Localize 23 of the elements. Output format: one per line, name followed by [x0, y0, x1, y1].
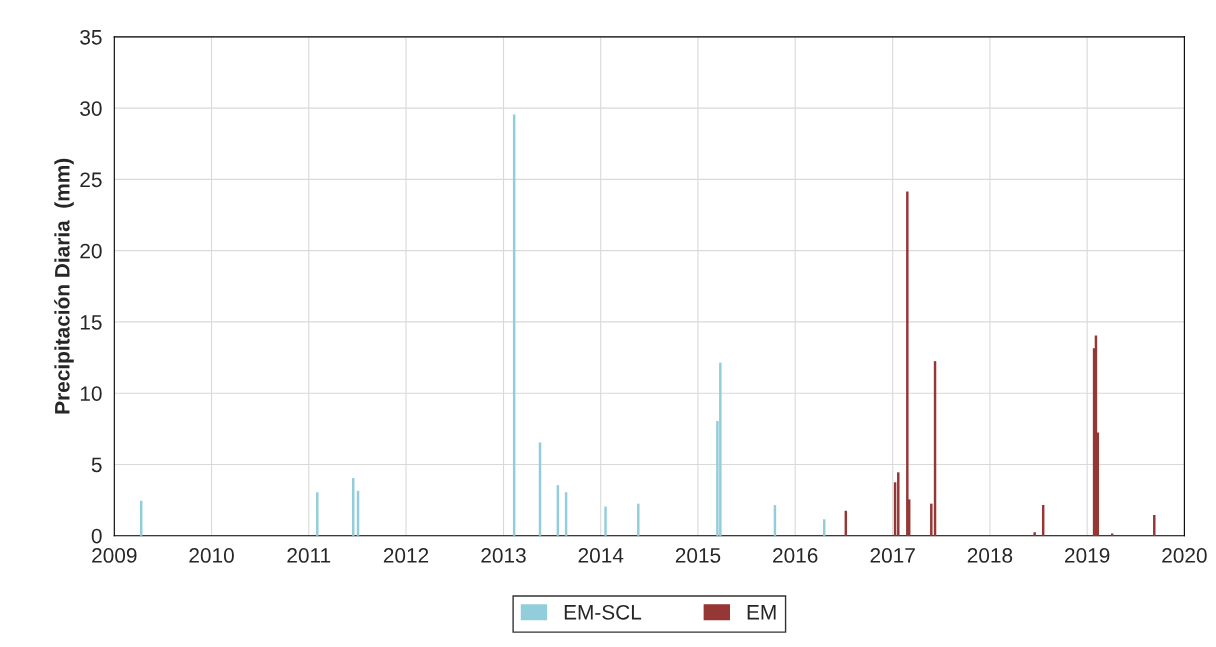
y-tick-label: 25 — [80, 172, 102, 188]
y-tick-label: 30 — [80, 101, 102, 116]
x-tick-label: 2011 — [287, 548, 331, 563]
x-tick-label: 2020 — [1162, 548, 1207, 563]
legend-label: EM-SCL — [564, 604, 642, 620]
y-tick-label: 5 — [91, 457, 102, 473]
y-tick-label: 0 — [91, 528, 102, 544]
x-tick-label: 2016 — [773, 548, 818, 563]
x-tick-label: 2010 — [189, 548, 234, 563]
y-tick-label: 35 — [80, 29, 102, 45]
y-tick-label: 10 — [80, 386, 102, 401]
x-tick-label: 2015 — [675, 548, 721, 563]
x-tick-label: 2012 — [383, 548, 429, 563]
y-tick-label: 15 — [80, 315, 102, 330]
x-tick-label: 2019 — [1065, 548, 1110, 563]
x-tick-label: 2009 — [92, 548, 137, 563]
legend-label: EM — [747, 605, 776, 620]
y-tick-label: 20 — [80, 243, 102, 259]
x-tick-label: 2014 — [578, 548, 624, 563]
x-tick-label: 2018 — [967, 548, 1013, 563]
x-tick-label: 2013 — [481, 548, 526, 563]
y-axis-title: Precipitación Diaria (mm) — [54, 158, 74, 414]
x-tick-label: 2017 — [870, 548, 915, 563]
